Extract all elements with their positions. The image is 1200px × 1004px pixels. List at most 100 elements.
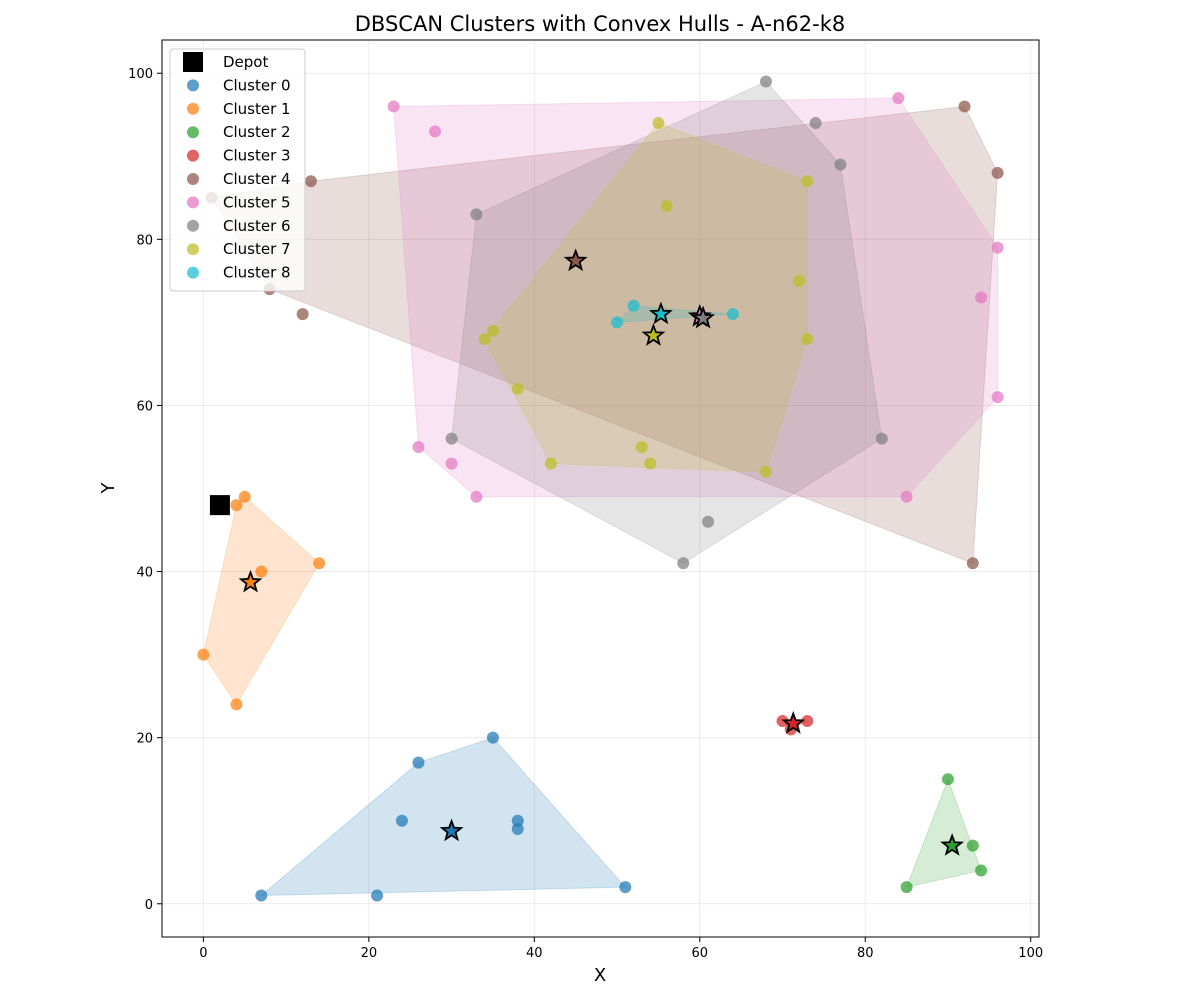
point-cluster-7 [486,324,499,337]
centroid-star-cluster-6 [691,305,716,329]
point-cluster-2 [900,881,913,894]
point-cluster-7 [511,382,524,395]
legend-label: Cluster 1 [223,100,291,118]
point-cluster-0 [255,889,268,902]
point-cluster-8 [726,308,739,321]
point-cluster-7 [478,333,491,345]
point-cluster-6 [470,208,483,221]
point-cluster-5 [991,391,1004,404]
point-cluster-1 [255,565,268,578]
y-tick-label: 0 [145,898,153,913]
point-cluster-1 [230,698,243,711]
grid [162,40,1039,937]
point-cluster-6 [809,117,822,130]
point-cluster-6 [445,432,458,445]
point-cluster-7 [652,117,665,130]
point-cluster-3 [776,715,789,728]
point-cluster-5 [412,440,425,453]
point-cluster-6 [702,515,715,528]
legend-marker-cluster-8 [187,266,199,279]
point-cluster-0 [486,731,499,744]
point-cluster-7 [793,274,806,287]
point-cluster-7 [801,333,814,345]
depot-marker [209,495,230,516]
legend-label: Cluster 5 [223,193,291,211]
legend-marker-cluster-1 [187,102,199,115]
legend-label: Cluster 4 [223,170,291,188]
legend-label: Cluster 7 [223,240,291,258]
point-cluster-4 [966,557,979,570]
y-tick-label: 40 [136,566,153,581]
axes: 0 20 40 60 80 100 0 20 40 60 80 100 [128,39,1043,961]
centroid-star-cluster-2 [940,833,965,856]
y-tick-label: 100 [128,67,153,82]
legend-marker-cluster-2 [187,126,199,139]
x-tick-label: 80 [857,946,874,961]
point-cluster-7 [759,465,772,478]
point-cluster-8 [627,299,640,312]
x-axis-label: X [594,965,606,986]
y-tick-label: 20 [136,732,153,747]
point-cluster-0 [395,814,408,827]
legend-label: Cluster 6 [223,217,291,235]
point-cluster-4 [991,166,1004,179]
x-tick-label: 20 [361,946,378,961]
legend: Depot Cluster 0 Cluster 1 Cluster 2 Cluster … [169,48,306,292]
legend-marker-cluster-0 [187,79,199,92]
legend-marker-cluster-6 [187,219,199,232]
point-cluster-4 [296,308,309,321]
point-cluster-4 [958,100,971,113]
point-cluster-0 [619,881,632,894]
centroid-star-cluster-1 [238,569,263,593]
point-cluster-7 [660,200,673,213]
centroid-star-cluster-3 [781,710,806,734]
point-cluster-1 [230,499,243,512]
hull-cluster-5 [393,97,999,498]
point-cluster-2 [966,839,979,852]
point-cluster-6 [834,158,847,171]
point-cluster-5 [975,291,988,304]
x-tick-label: 0 [199,946,207,961]
point-cluster-2 [975,864,988,877]
legend-marker-cluster-5 [187,196,199,209]
legend-label: Cluster 3 [223,147,291,165]
legend-label: Depot [223,53,268,71]
y-tick-label: 60 [136,399,153,414]
point-cluster-5 [470,490,483,503]
point-cluster-6 [875,432,888,445]
point-cluster-5 [892,92,905,105]
x-tick-label: 60 [692,946,709,961]
x-tick-label: 40 [526,946,543,961]
point-cluster-1 [313,557,326,570]
legend-label: Cluster 2 [223,123,291,141]
point-cluster-5 [445,457,458,470]
centroid-star-cluster-7 [641,323,666,346]
point-cluster-0 [511,823,524,836]
point-cluster-0 [511,814,524,827]
point-cluster-5 [900,490,913,503]
plot-frame [161,39,1040,938]
point-cluster-4 [304,175,317,188]
point-cluster-0 [412,756,425,769]
point-cluster-5 [429,125,442,138]
hull-cluster-2 [905,777,982,888]
point-cluster-5 [991,241,1004,254]
centroid-star-cluster-4 [563,248,588,272]
point-cluster-3 [801,715,814,728]
legend-marker-cluster-3 [187,149,199,162]
chart-title: DBSCAN Clusters with Convex Hulls - A-n6… [355,12,846,36]
point-cluster-7 [544,457,557,470]
legend-label: Cluster 8 [223,264,291,282]
centroid-star-cluster-0 [439,818,464,842]
point-cluster-1 [238,490,251,503]
point-cluster-6 [677,557,690,570]
point-cluster-1 [197,648,210,661]
legend-marker-depot [183,52,203,72]
y-axis-label: Y [98,482,119,495]
x-tick-label: 100 [1018,946,1043,961]
centroid-star-cluster-8 [648,301,673,325]
point-cluster-8 [611,316,624,329]
point-cluster-7 [801,175,814,188]
